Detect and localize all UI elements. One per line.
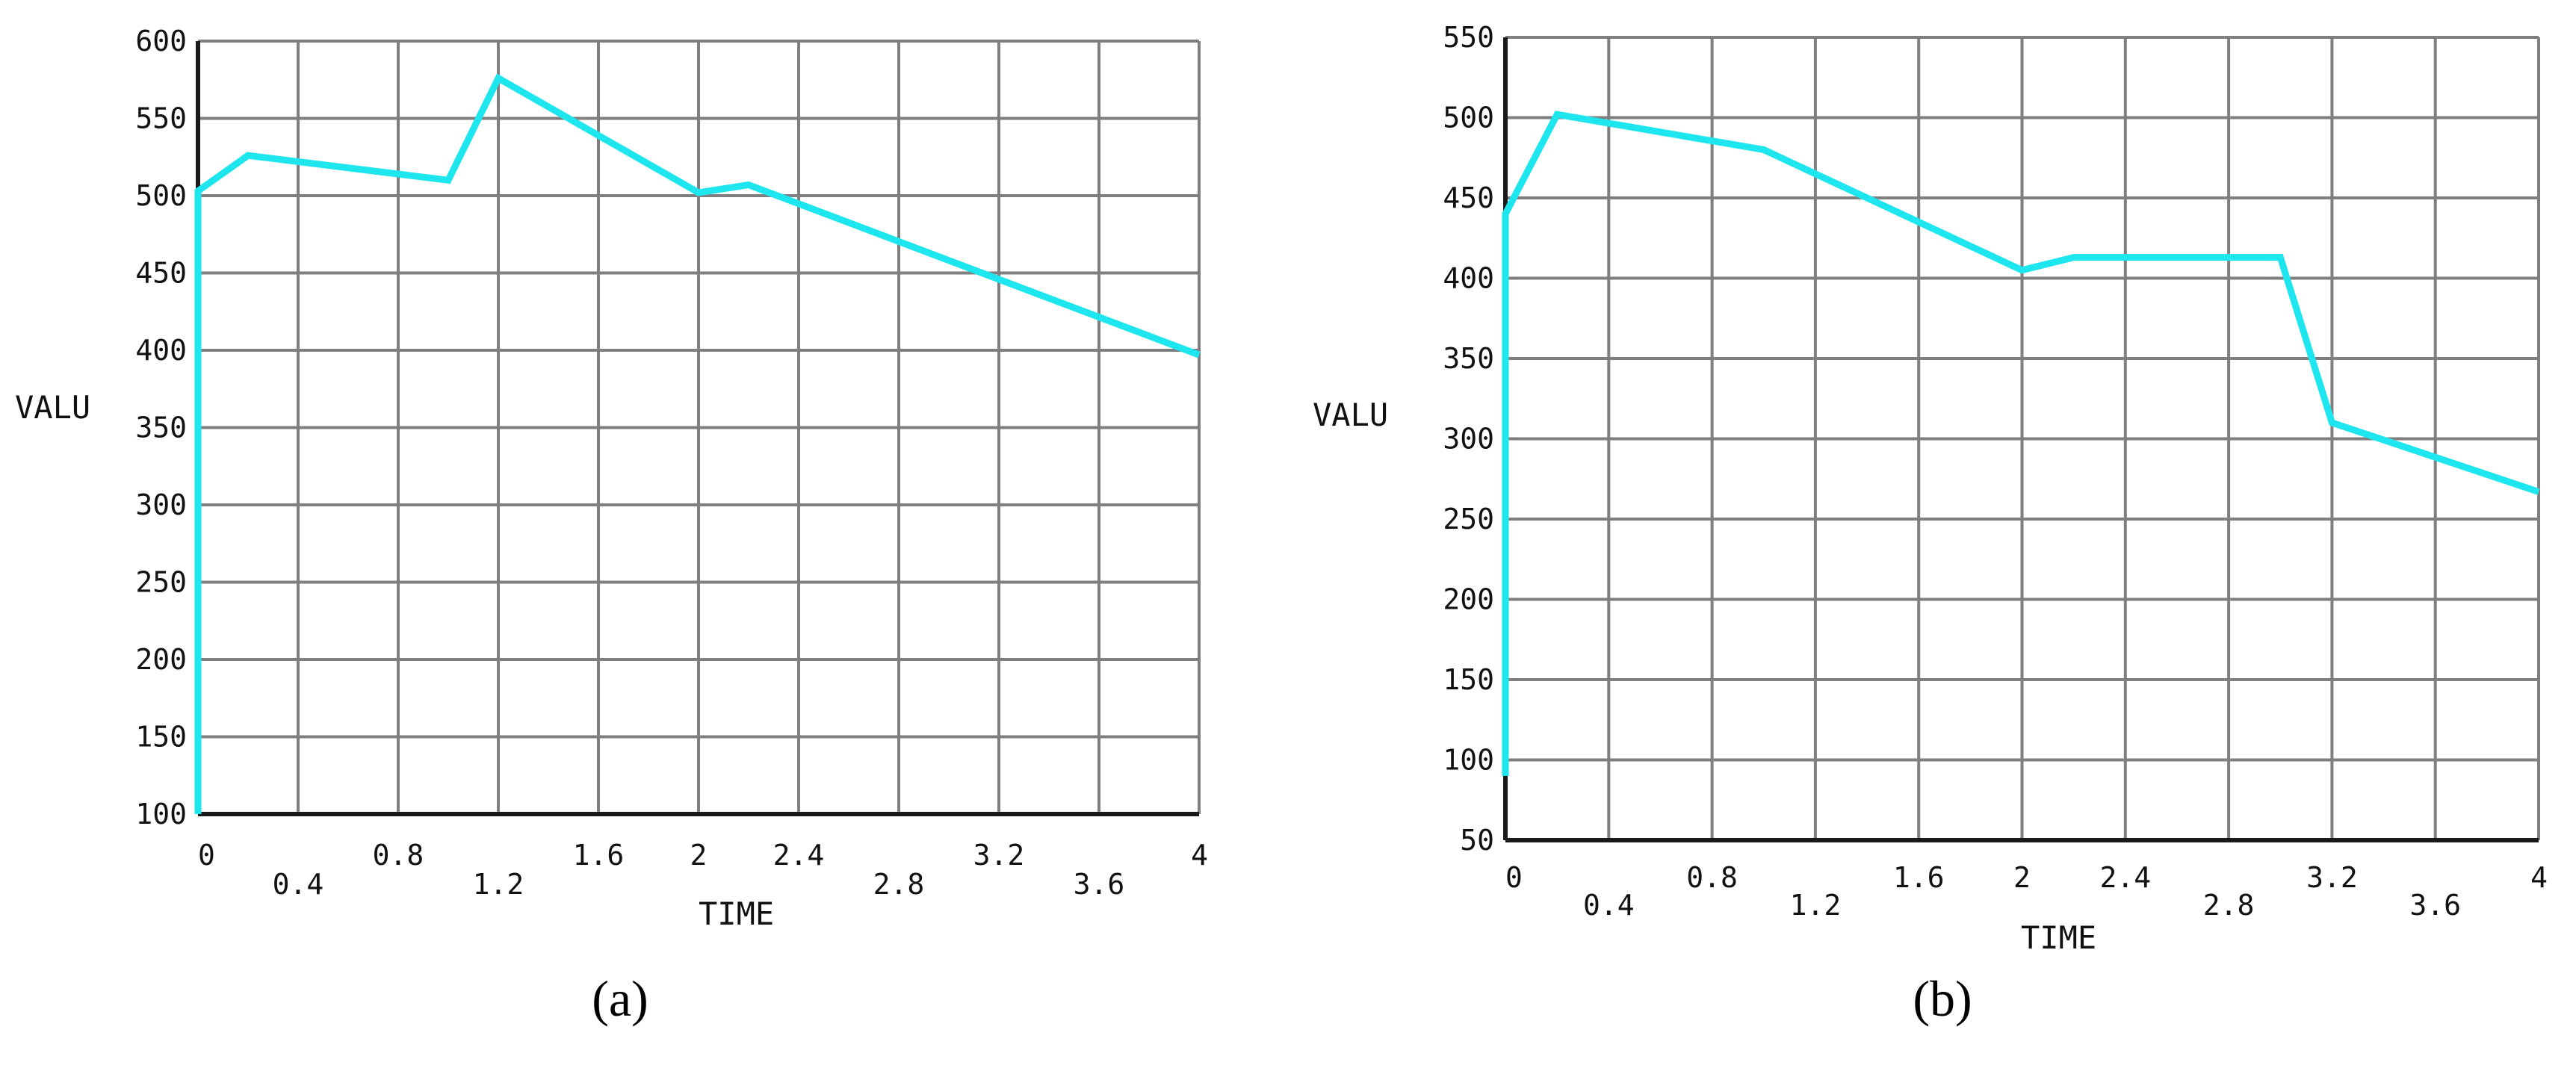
panel-label: (a): [592, 970, 648, 1027]
x-tick-label: 4: [2530, 861, 2548, 894]
x-tick-label: 0.8: [373, 839, 424, 872]
y-tick-label: 250: [135, 566, 187, 599]
y-tick-label: 450: [135, 257, 187, 290]
y-tick-label: 350: [1443, 342, 1494, 375]
x-tick-label: 2.8: [2203, 889, 2255, 922]
y-tick-label: 500: [1443, 102, 1494, 134]
y-tick-label: 500: [135, 179, 187, 212]
y-tick-label: 400: [135, 334, 187, 367]
y-tick-label: 50: [1460, 824, 1494, 857]
y-tick-label: 600: [135, 25, 187, 58]
y-tick-label: 100: [135, 798, 187, 830]
x-tick-label: 0.4: [1583, 889, 1635, 922]
x-tick-label: 1.2: [473, 868, 524, 901]
x-tick-label: 1.2: [1790, 889, 1842, 922]
x-tick-label: 2.8: [873, 868, 925, 901]
series-line: [194, 73, 1201, 814]
x-tick-label: 2.4: [773, 839, 825, 872]
x-tick-label: 2.4: [2099, 861, 2151, 894]
y-tick-label: 350: [135, 412, 187, 444]
chart-panel-a: 100 150 200 250 300 350 400 450 500 550 600 0 0.4 0.8…: [15, 25, 1208, 1027]
y-tick-label: 200: [135, 643, 187, 676]
y-tick-label: 150: [135, 721, 187, 754]
y-tick-label: 150: [1443, 663, 1494, 696]
y-tick-label: 400: [1443, 262, 1494, 295]
y-axis-title: VALU: [1313, 397, 1388, 433]
y-tick-label: 550: [135, 102, 187, 135]
x-tick-label: 3.2: [2306, 861, 2358, 894]
x-axis-title: TIME: [699, 895, 774, 932]
x-tick-label: 3.2: [973, 839, 1025, 872]
x-tick-label: 0: [1505, 861, 1523, 894]
x-tick-label: 3.6: [1074, 868, 1125, 901]
x-tick-label: 1.6: [573, 839, 625, 872]
x-tick-label: 0.4: [273, 868, 324, 901]
x-tick-label: 0: [198, 839, 215, 872]
y-tick-label: 100: [1443, 744, 1494, 777]
x-axis-title: TIME: [2021, 919, 2096, 956]
y-tick-label: 300: [1443, 423, 1494, 456]
x-tick-label: 1.6: [1893, 861, 1945, 894]
series-line: [1502, 111, 2540, 776]
x-tick-label: 0.8: [1686, 861, 1738, 894]
y-tick-label: 450: [1443, 181, 1494, 214]
x-tick-label: 4: [1191, 839, 1208, 872]
y-tick-label: 550: [1443, 21, 1494, 54]
y-tick-label: 300: [135, 488, 187, 521]
x-tick-label: 3.6: [2409, 889, 2461, 922]
y-tick-label: 250: [1443, 503, 1494, 535]
panel-label: (b): [1913, 970, 1972, 1027]
chart-panel-b: 50 100 150 200 250 300 350 400 450 500 550 0 0.4 0.8 1…: [1313, 21, 2548, 1027]
y-axis-title: VALU: [15, 389, 90, 426]
x-tick-label: 2: [2013, 861, 2031, 894]
y-tick-label: 200: [1443, 583, 1494, 616]
x-tick-label: 2: [690, 839, 708, 872]
